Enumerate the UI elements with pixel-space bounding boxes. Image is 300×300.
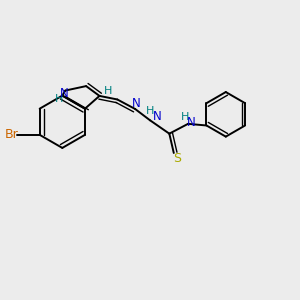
Text: N: N	[60, 87, 69, 100]
Text: S: S	[173, 152, 181, 165]
Text: H: H	[104, 85, 112, 96]
Text: H: H	[146, 106, 154, 116]
Text: Br: Br	[5, 128, 19, 141]
Text: N: N	[132, 97, 141, 110]
Text: N: N	[187, 116, 196, 129]
Text: H: H	[181, 112, 189, 122]
Text: N: N	[153, 110, 162, 123]
Text: H: H	[55, 94, 64, 104]
